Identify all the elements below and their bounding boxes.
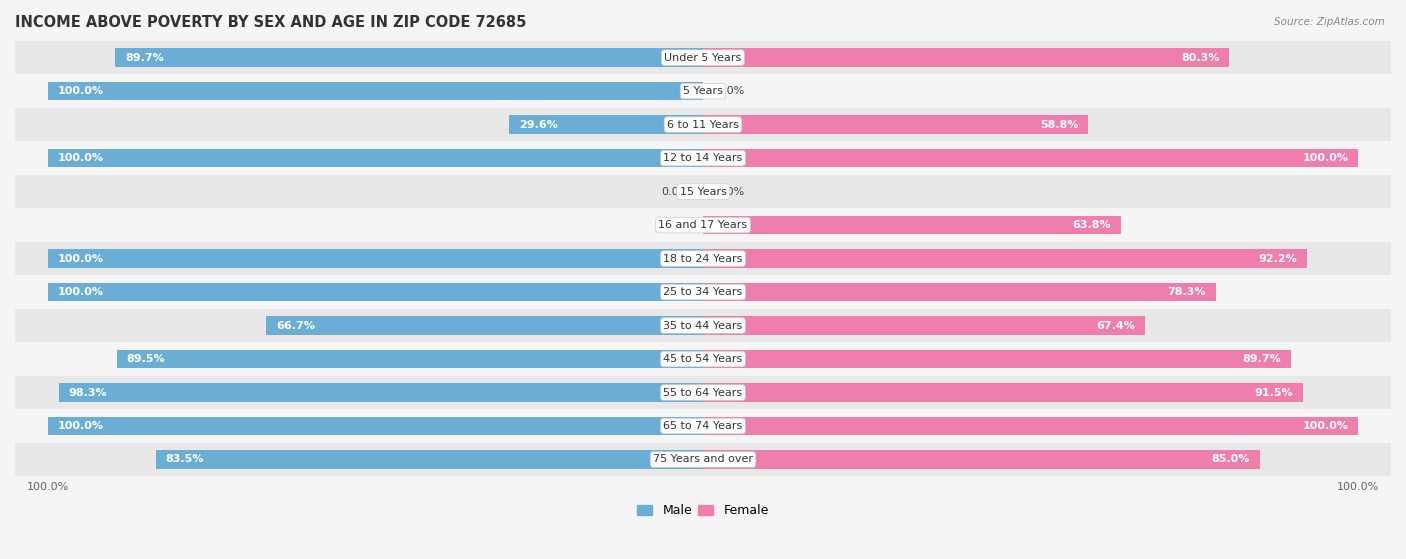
Bar bbox=[15, 74, 1391, 108]
Bar bbox=[15, 141, 1391, 175]
Bar bbox=[15, 443, 1391, 476]
Bar bbox=[509, 115, 703, 134]
Text: 65 to 74 Years: 65 to 74 Years bbox=[664, 421, 742, 431]
Bar bbox=[703, 383, 1302, 402]
Bar bbox=[15, 242, 1391, 276]
Text: 6 to 11 Years: 6 to 11 Years bbox=[666, 120, 740, 130]
Bar bbox=[15, 175, 1391, 209]
Bar bbox=[117, 350, 703, 368]
Text: 58.8%: 58.8% bbox=[1040, 120, 1078, 130]
Text: 91.5%: 91.5% bbox=[1254, 387, 1292, 397]
Text: 83.5%: 83.5% bbox=[166, 454, 204, 465]
Text: 0.0%: 0.0% bbox=[716, 86, 744, 96]
Bar bbox=[48, 82, 703, 100]
Text: 89.5%: 89.5% bbox=[127, 354, 165, 364]
Text: 15 Years: 15 Years bbox=[679, 187, 727, 197]
Text: 100.0%: 100.0% bbox=[58, 153, 104, 163]
Text: 89.7%: 89.7% bbox=[1241, 354, 1281, 364]
Bar bbox=[703, 350, 1291, 368]
Bar bbox=[15, 309, 1391, 342]
Text: 55 to 64 Years: 55 to 64 Years bbox=[664, 387, 742, 397]
Bar bbox=[115, 49, 703, 67]
Bar bbox=[15, 342, 1391, 376]
Text: 100.0%: 100.0% bbox=[1302, 421, 1348, 431]
Bar bbox=[48, 283, 703, 301]
Bar bbox=[703, 283, 1216, 301]
Bar bbox=[59, 383, 703, 402]
Bar bbox=[15, 409, 1391, 443]
Text: 45 to 54 Years: 45 to 54 Years bbox=[664, 354, 742, 364]
Text: 25 to 34 Years: 25 to 34 Years bbox=[664, 287, 742, 297]
Bar bbox=[703, 451, 1260, 468]
Text: 78.3%: 78.3% bbox=[1168, 287, 1206, 297]
Bar bbox=[48, 417, 703, 435]
Bar bbox=[15, 276, 1391, 309]
Text: 29.6%: 29.6% bbox=[519, 120, 558, 130]
Legend: Male, Female: Male, Female bbox=[633, 499, 773, 522]
Text: 100.0%: 100.0% bbox=[58, 287, 104, 297]
Text: 16 and 17 Years: 16 and 17 Years bbox=[658, 220, 748, 230]
Text: 75 Years and over: 75 Years and over bbox=[652, 454, 754, 465]
Text: 92.2%: 92.2% bbox=[1258, 254, 1298, 263]
Text: 63.8%: 63.8% bbox=[1073, 220, 1111, 230]
Bar bbox=[15, 108, 1391, 141]
Text: 12 to 14 Years: 12 to 14 Years bbox=[664, 153, 742, 163]
Bar bbox=[703, 115, 1088, 134]
Text: Under 5 Years: Under 5 Years bbox=[665, 53, 741, 63]
Text: INCOME ABOVE POVERTY BY SEX AND AGE IN ZIP CODE 72685: INCOME ABOVE POVERTY BY SEX AND AGE IN Z… bbox=[15, 15, 526, 30]
Bar bbox=[15, 209, 1391, 242]
Text: 80.3%: 80.3% bbox=[1181, 53, 1219, 63]
Text: 18 to 24 Years: 18 to 24 Years bbox=[664, 254, 742, 263]
Text: 35 to 44 Years: 35 to 44 Years bbox=[664, 320, 742, 330]
Bar bbox=[15, 41, 1391, 74]
Text: 100.0%: 100.0% bbox=[58, 86, 104, 96]
Bar bbox=[15, 376, 1391, 409]
Text: 100.0%: 100.0% bbox=[1302, 153, 1348, 163]
Text: Source: ZipAtlas.com: Source: ZipAtlas.com bbox=[1274, 17, 1385, 27]
Bar bbox=[156, 451, 703, 468]
Bar bbox=[703, 249, 1308, 268]
Text: 0.0%: 0.0% bbox=[662, 220, 690, 230]
Text: 85.0%: 85.0% bbox=[1212, 454, 1250, 465]
Bar bbox=[703, 417, 1358, 435]
Bar bbox=[703, 49, 1229, 67]
Text: 100.0%: 100.0% bbox=[58, 254, 104, 263]
Bar bbox=[48, 149, 703, 167]
Bar bbox=[703, 149, 1358, 167]
Bar bbox=[703, 316, 1144, 335]
Text: 5 Years: 5 Years bbox=[683, 86, 723, 96]
Text: 67.4%: 67.4% bbox=[1095, 320, 1135, 330]
Text: 0.0%: 0.0% bbox=[716, 187, 744, 197]
Bar bbox=[703, 216, 1121, 234]
Text: 0.0%: 0.0% bbox=[662, 187, 690, 197]
Text: 98.3%: 98.3% bbox=[69, 387, 107, 397]
Text: 100.0%: 100.0% bbox=[58, 421, 104, 431]
Text: 89.7%: 89.7% bbox=[125, 53, 165, 63]
Bar bbox=[266, 316, 703, 335]
Text: 66.7%: 66.7% bbox=[276, 320, 315, 330]
Bar bbox=[48, 249, 703, 268]
